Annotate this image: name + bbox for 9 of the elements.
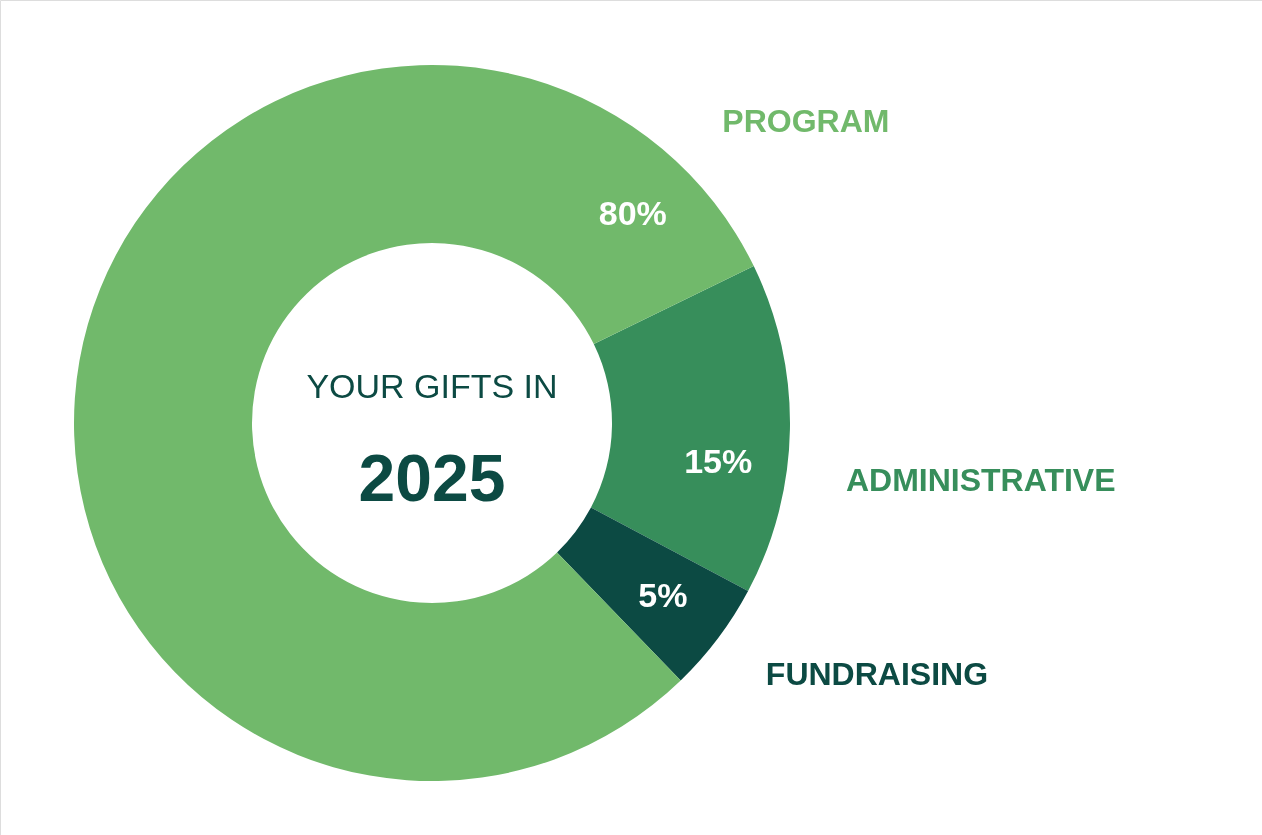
text: 2025 <box>358 441 506 515</box>
data-label: 5% <box>638 575 688 614</box>
slice-label: ADMINISTRATIVE <box>845 462 1116 499</box>
slice-label: FUNDRAISING <box>765 655 989 692</box>
slice-label: PROGRAM <box>722 103 890 140</box>
text: YOUR GIFTS IN <box>306 367 558 405</box>
donut-slice <box>557 507 749 681</box>
data-label: 80% <box>598 194 667 233</box>
data-label: 15% <box>684 442 753 481</box>
